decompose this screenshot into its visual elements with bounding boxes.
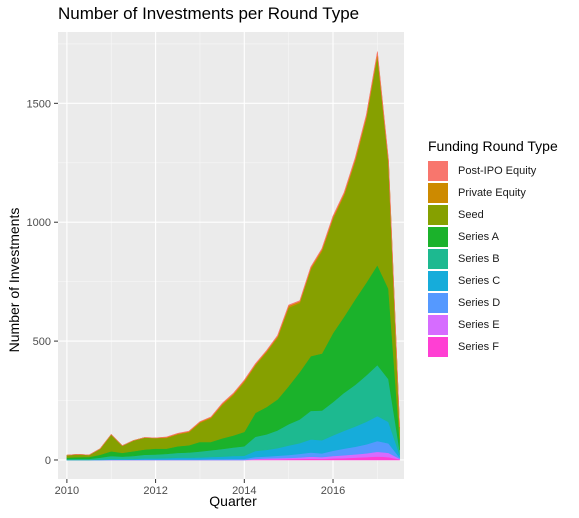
legend-item-series-c: Series C [428,270,558,292]
y-tick-label: 1000 [27,217,51,229]
y-tick-label: 0 [45,455,51,467]
x-tick-label: 2012 [143,485,167,497]
legend-label: Series F [458,341,499,353]
legend-key-series-e [428,315,448,335]
legend-key-post-ipo-equity [428,161,448,181]
legend-key-private-equity [428,183,448,203]
area-post-ipo-equity [66,51,400,456]
x-axis-label: Quarter [209,493,257,509]
legend-key-series-b [428,249,448,269]
legend-key-series-d [428,293,448,313]
legend-item-seed: Seed [428,204,558,226]
legend-title: Funding Round Type [428,138,558,154]
legend-key-series-a [428,227,448,247]
x-tick-label: 2014 [232,485,256,497]
area-layers [66,51,400,461]
legend-label: Series B [458,253,500,265]
x-tick-label: 2016 [321,485,345,497]
x-tick-label: 2010 [55,485,79,497]
y-axis-label: Number of Investments [6,207,22,353]
legend-label: Series D [458,297,501,309]
legend-items: Post-IPO Equity Private Equity Seed Series … [428,160,558,358]
legend-label: Series C [458,275,501,287]
y-tick-label: 500 [33,336,51,348]
y-tick-label: 1500 [27,98,51,110]
legend-item-series-f: Series F [428,336,558,358]
legend-label: Seed [458,209,484,221]
legend-key-series-f [428,337,448,357]
legend-item-private-equity: Private Equity [428,182,558,204]
legend-item-series-d: Series D [428,292,558,314]
legend-label: Series E [458,319,500,331]
legend-item-series-a: Series A [428,226,558,248]
x-axis: 2010 2012 2014 2016 [55,479,345,497]
legend-item-series-b: Series B [428,248,558,270]
y-axis: 0 500 1000 1500 [27,98,58,467]
legend-item-series-e: Series E [428,314,558,336]
legend-label: Private Equity [458,187,526,199]
legend: Funding Round Type Post-IPO Equity Privat… [428,138,558,358]
legend-label: Series A [458,231,499,243]
legend-item-post-ipo-equity: Post-IPO Equity [428,160,558,182]
chart-title: Number of Investments per Round Type [58,4,360,23]
legend-key-seed [428,205,448,225]
legend-label: Post-IPO Equity [458,165,537,177]
legend-key-series-c [428,271,448,291]
